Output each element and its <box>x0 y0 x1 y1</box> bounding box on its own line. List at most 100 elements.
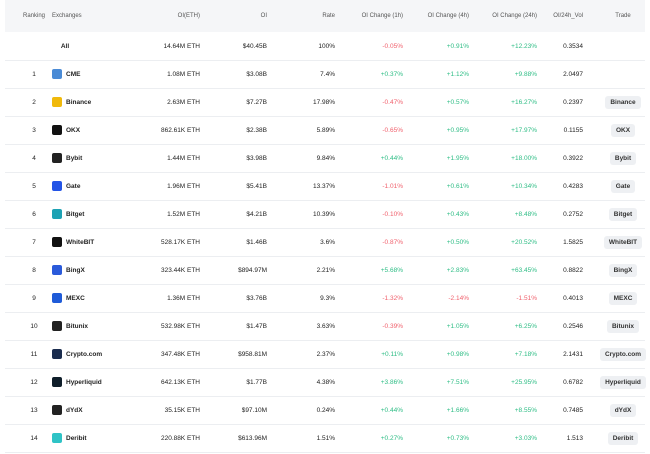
table-row: 5 Gate 1.96M ETH $5.41B 13.37% -1.01% +0.61% +1… <box>5 172 645 201</box>
cell-text: 0.2397 <box>563 98 583 106</box>
cell: +0.43% <box>403 200 469 228</box>
cell-text: $1.47B <box>246 322 267 330</box>
cell: -0.47% <box>335 88 403 116</box>
cell: -0.05% <box>335 32 403 60</box>
table-row: 6 Bitget 1.52M ETH $4.21B 10.39% -0.10% +0.43%… <box>5 200 645 229</box>
cell-text: 9.3% <box>320 294 335 302</box>
cell-text: 3 <box>32 126 36 134</box>
trade-button[interactable]: Hyperliquid <box>600 375 646 389</box>
trade-button[interactable]: WhiteBIT <box>603 235 643 249</box>
cell: +1.12% <box>403 60 469 88</box>
cell-text: +1.12% <box>446 70 469 78</box>
trade-button[interactable]: Deribit <box>607 431 639 445</box>
cell-text: +0.37% <box>380 70 403 78</box>
cell: Gate <box>597 172 649 200</box>
cell-text: +20.52% <box>511 238 537 246</box>
cell: +9.88% <box>469 60 537 88</box>
cell: 2.0497 <box>537 60 583 88</box>
cell-text: 9 <box>32 294 36 302</box>
cell: 0.2397 <box>537 88 583 116</box>
cell-text: 14 <box>30 434 38 442</box>
cell-text: +63.45% <box>511 266 537 274</box>
cell-text: +16.27% <box>511 98 537 106</box>
cell: Bitget <box>52 200 162 228</box>
cell-text: 35.15K ETH <box>164 406 200 414</box>
cell-text: 528.17K ETH <box>160 238 200 246</box>
trade-button[interactable]: MEXC <box>608 291 638 305</box>
cell: Binance <box>52 88 162 116</box>
cell: 0.2752 <box>537 200 583 228</box>
cell-text: +0.73% <box>446 434 469 442</box>
exchange-icon <box>52 321 62 331</box>
exchange-icon <box>52 153 62 163</box>
cell: 0.7485 <box>537 396 583 424</box>
cell: 3 <box>5 116 63 144</box>
cell-text: $958.81M <box>238 350 267 358</box>
cell-text: 2 <box>32 98 36 106</box>
table-row: 4 Bybit 1.44M ETH $3.98B 9.84% +0.44% +1.95% +1… <box>5 144 645 173</box>
cell: 1.52M ETH <box>135 200 200 228</box>
exchange-icon <box>52 293 62 303</box>
cell-text: 347.48K ETH <box>160 350 200 358</box>
cell: 1 <box>5 60 63 88</box>
cell: 642.13K ETH <box>135 368 200 396</box>
cell-text: +9.88% <box>514 70 537 78</box>
cell-text: 0.8822 <box>563 266 583 274</box>
cell-text: +1.95% <box>446 154 469 162</box>
cell: 9.84% <box>275 144 335 172</box>
exchange-icon <box>52 69 62 79</box>
header-text: Exchanges <box>52 13 82 19</box>
trade-button[interactable]: OKX <box>610 123 636 137</box>
cell: 7 <box>5 228 63 256</box>
trade-button[interactable]: Binance <box>605 95 641 109</box>
trade-button[interactable]: Gate <box>610 179 636 193</box>
column-header: Trade <box>597 0 649 32</box>
cell: 14.64M ETH <box>135 32 201 60</box>
trade-button[interactable]: BingX <box>608 263 638 277</box>
cell-text: BingX <box>66 266 85 274</box>
cell: $1.46B <box>205 228 267 256</box>
trade-button[interactable]: dYdX <box>609 403 637 417</box>
cell-text: $4.21B <box>246 210 267 218</box>
cell: +12.23% <box>469 32 537 60</box>
cell-text: $40.45B <box>242 42 267 50</box>
cell: +8.55% <box>469 396 537 424</box>
cell-text: 0.6782 <box>563 378 583 386</box>
cell: +7.18% <box>469 340 537 368</box>
cell: WhiteBIT <box>597 228 649 256</box>
cell: $3.76B <box>205 284 267 312</box>
cell: 2.1431 <box>537 340 583 368</box>
cell: 2.21% <box>275 256 335 284</box>
cell-text: +0.91% <box>446 42 469 50</box>
cell: 0.4283 <box>537 172 583 200</box>
cell-text: Gate <box>66 182 81 190</box>
cell-text: Crypto.com <box>66 350 103 358</box>
header-text: OI/24h_Vol <box>553 13 583 19</box>
cell-text: 323.44K ETH <box>160 266 200 274</box>
trade-button[interactable]: Bitunix <box>606 319 640 333</box>
table-header: Ranking Exchanges OI(ETH) OI Rate OI Change (… <box>5 0 645 32</box>
cell: +3.03% <box>469 424 537 452</box>
column-header: OI Change (1h) <box>335 0 403 32</box>
cell: MEXC <box>52 284 162 312</box>
trade-button[interactable]: Crypto.com <box>599 347 647 361</box>
cell-text: 9.84% <box>316 154 335 162</box>
cell: OKX <box>597 116 649 144</box>
cell-text: 1.96M ETH <box>167 182 200 190</box>
cell-text: $613.96M <box>238 434 267 442</box>
header-text: Rate <box>322 13 335 19</box>
cell-text: +0.57% <box>446 98 469 106</box>
cell: +0.73% <box>403 424 469 452</box>
cell-text: Bitunix <box>66 322 89 330</box>
cell: 1.44M ETH <box>135 144 200 172</box>
trade-button[interactable]: Bitget <box>608 207 638 221</box>
cell: $894.97M <box>205 256 267 284</box>
trade-button[interactable]: Bybit <box>609 151 637 165</box>
cell-text: +0.44% <box>380 406 403 414</box>
cell-text: 11 <box>30 350 38 358</box>
cell: $5.41B <box>205 172 267 200</box>
cell: +2.83% <box>403 256 469 284</box>
cell-text: -0.10% <box>382 210 403 218</box>
cell: +0.95% <box>403 116 469 144</box>
exchange-icon <box>52 237 62 247</box>
